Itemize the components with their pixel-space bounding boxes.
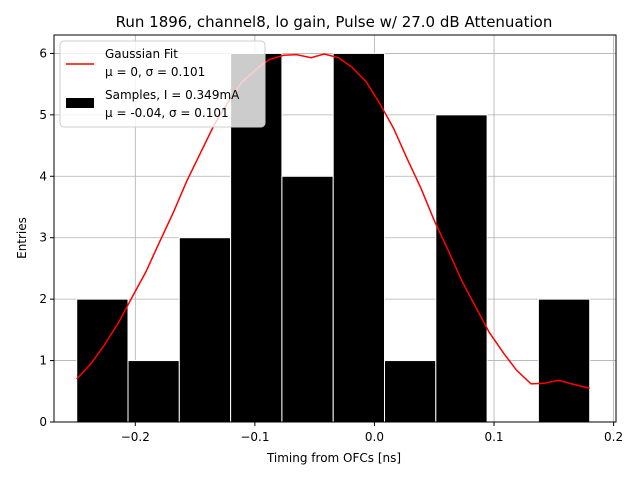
y-axis-label: Entries bbox=[15, 217, 29, 259]
gaussian-fit-line bbox=[76, 53, 590, 389]
y-tick-label: 4 bbox=[39, 169, 47, 183]
gaussian-fit bbox=[76, 53, 590, 389]
y-tick-label: 2 bbox=[39, 292, 47, 306]
histogram-bar bbox=[384, 360, 437, 423]
y-ticks: 0 1 2 3 4 5 6 bbox=[39, 46, 54, 429]
legend: Gaussian Fit μ = 0, σ = 0.101 Samples, I… bbox=[59, 40, 266, 128]
y-tick-label: 1 bbox=[39, 354, 47, 368]
x-tick-label: −0.1 bbox=[240, 430, 269, 444]
x-tick-label: 0.2 bbox=[604, 430, 623, 444]
histogram-bar bbox=[76, 298, 129, 423]
legend-fit-params: μ = 0, σ = 0.101 bbox=[105, 65, 205, 79]
legend-samples-swatch bbox=[66, 98, 94, 108]
histogram-bars bbox=[76, 52, 591, 423]
x-tick-label: −0.2 bbox=[121, 430, 150, 444]
histogram-bar bbox=[127, 360, 180, 423]
x-tick-label: 0.0 bbox=[365, 430, 384, 444]
histogram-bar bbox=[281, 175, 334, 423]
chart-title: Run 1896, channel8, lo gain, Pulse w/ 27… bbox=[116, 13, 553, 31]
y-tick-label: 3 bbox=[39, 231, 47, 245]
histogram-bar bbox=[332, 52, 386, 423]
y-tick-label: 6 bbox=[39, 46, 47, 60]
histogram-bar bbox=[537, 298, 591, 423]
histogram-bar bbox=[435, 114, 488, 423]
legend-samples-params: μ = -0.04, σ = 0.101 bbox=[105, 106, 229, 120]
x-axis-label: Timing from OFCs [ns] bbox=[266, 451, 401, 465]
x-tick-label: 0.1 bbox=[484, 430, 503, 444]
histogram-bar bbox=[178, 237, 232, 423]
legend-samples-label: Samples, I = 0.349mA bbox=[105, 88, 240, 102]
legend-fit-label: Gaussian Fit bbox=[105, 47, 178, 61]
legend-box bbox=[59, 40, 266, 128]
y-tick-label: 5 bbox=[39, 108, 47, 122]
x-ticks: −0.2 −0.1 0.0 0.1 0.2 bbox=[121, 422, 623, 444]
axes-frame bbox=[53, 34, 617, 423]
y-tick-label: 0 bbox=[39, 415, 47, 429]
